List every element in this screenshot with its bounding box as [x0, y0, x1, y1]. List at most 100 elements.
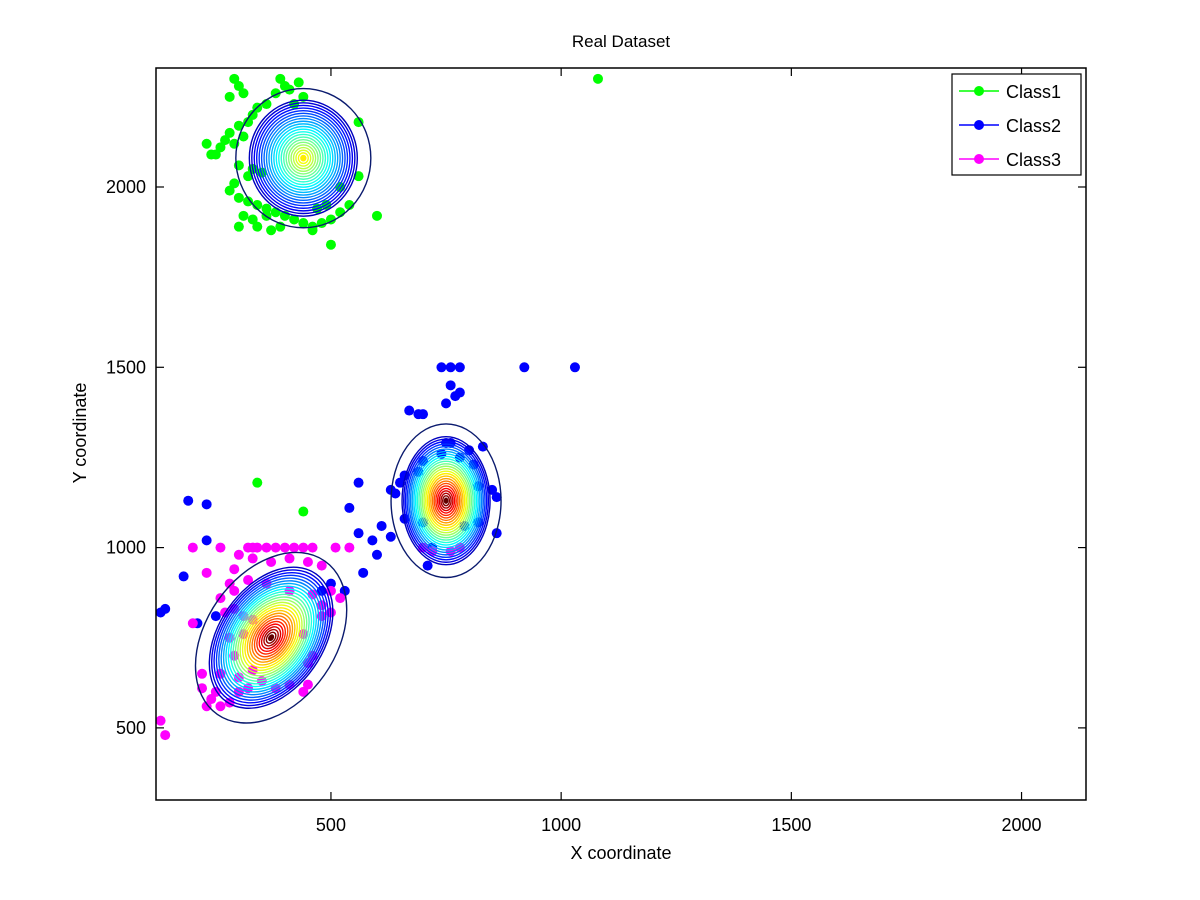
contour-class1-21 — [300, 154, 307, 162]
contour-class1-12 — [278, 131, 329, 186]
contour-class1-14 — [282, 136, 324, 180]
contour-class2-3 — [406, 443, 486, 559]
point-class1-1 — [233, 81, 244, 92]
contour-class1-15 — [285, 138, 322, 178]
point-class2-24 — [385, 484, 396, 495]
contour-class1-2 — [253, 104, 354, 212]
point-class3-21 — [224, 578, 235, 589]
contour-class2-outer — [390, 423, 502, 579]
contour-class1-20 — [297, 152, 309, 165]
y-tick-label-500: 500 — [116, 718, 146, 738]
point-class1-23 — [206, 149, 217, 160]
legend-marker-class3 — [974, 154, 984, 164]
contour-class2-2 — [404, 440, 488, 561]
contour-class2-8 — [414, 455, 478, 546]
contour-class3-11 — [234, 596, 308, 680]
point-class2-36 — [422, 560, 433, 571]
point-class1-15 — [233, 120, 244, 131]
contour-class3-outer — [194, 551, 348, 724]
point-class1-51 — [233, 221, 244, 232]
contour-class3-16 — [246, 609, 296, 666]
legend-label-class3: Class3 — [1006, 150, 1061, 170]
contour-class2-0 — [401, 436, 491, 566]
point-class1-56 — [325, 239, 336, 250]
contour-class3-24 — [265, 631, 277, 644]
contour-class3-17 — [249, 612, 294, 663]
point-class3-54 — [187, 618, 198, 629]
point-class3-9 — [298, 542, 309, 553]
point-class1-50 — [238, 210, 249, 221]
point-class3-40 — [298, 686, 309, 697]
point-class3-8 — [289, 542, 300, 553]
point-class3-14 — [247, 553, 258, 564]
point-class1-57 — [371, 210, 382, 221]
point-class2-39 — [183, 495, 194, 506]
contour-class3-20 — [256, 620, 287, 655]
contour-class2-10 — [418, 460, 474, 541]
point-class2-27 — [491, 492, 502, 503]
point-class2-5 — [445, 380, 456, 391]
contour-class3-5 — [220, 580, 322, 696]
contour-class1-9 — [270, 123, 336, 194]
point-class3-18 — [316, 560, 327, 571]
point-class3-15 — [266, 557, 277, 568]
contour-class3-12 — [237, 599, 306, 677]
point-class1-4 — [275, 73, 286, 84]
contour-class3-23 — [263, 628, 279, 647]
point-class2-1 — [445, 362, 456, 373]
point-class2-9 — [404, 405, 415, 416]
plot-area-frame — [155, 67, 1087, 801]
contour-class1-1 — [251, 102, 356, 215]
point-class3-55 — [156, 715, 166, 726]
contour-class1-3 — [255, 107, 351, 209]
point-class2-11 — [418, 409, 429, 420]
point-class1-49 — [247, 214, 258, 225]
point-class3-47 — [215, 701, 226, 712]
point-class1-33 — [261, 203, 272, 214]
x-tick-label-500: 500 — [316, 815, 346, 835]
point-class3-6 — [270, 542, 281, 553]
contour-class2-20 — [435, 485, 457, 517]
point-class3-13 — [233, 549, 244, 560]
contour-class1-19 — [295, 149, 312, 167]
point-class2-38 — [344, 502, 355, 513]
contour-class2-4 — [408, 445, 484, 556]
point-class2-0 — [436, 362, 447, 373]
y-axis-label: Y coordinate — [70, 383, 90, 484]
point-class2-7 — [450, 391, 461, 402]
point-class1-9 — [298, 91, 309, 102]
contour-class3-3 — [215, 574, 327, 701]
point-class3-10 — [307, 542, 318, 553]
contour-class1-11 — [275, 128, 332, 188]
point-class3-0 — [187, 542, 198, 553]
contour-class1-6 — [263, 115, 344, 202]
contour-class3-25 — [268, 634, 275, 642]
point-class3-19 — [229, 564, 240, 575]
point-class1-0 — [229, 73, 240, 84]
point-class2-45 — [210, 611, 221, 622]
point-class2-34 — [385, 531, 396, 542]
point-class3-12 — [344, 542, 355, 553]
contour-class1-10 — [273, 125, 334, 191]
contour-class2-16 — [428, 475, 464, 527]
contour-class1-4 — [258, 109, 349, 207]
point-class3-5 — [261, 542, 272, 553]
density-contours — [194, 87, 502, 724]
point-class1-40 — [325, 214, 336, 225]
contour-class2-24 — [441, 495, 451, 507]
contour-class3-4 — [218, 577, 325, 699]
point-class3-29 — [229, 585, 240, 596]
point-class3-16 — [284, 553, 295, 564]
contour-class1-13 — [280, 133, 327, 183]
point-class2-40 — [201, 499, 212, 510]
point-class1-13 — [247, 109, 258, 120]
y-tick-label-1000: 1000 — [106, 538, 146, 558]
point-class1-29 — [224, 185, 235, 196]
contour-class1-18 — [292, 146, 314, 170]
contour-class3-15 — [244, 607, 298, 669]
point-class3-17 — [302, 557, 313, 568]
point-class3-11 — [330, 542, 341, 553]
point-class1-41 — [335, 207, 346, 218]
contour-class2-23 — [440, 492, 452, 509]
